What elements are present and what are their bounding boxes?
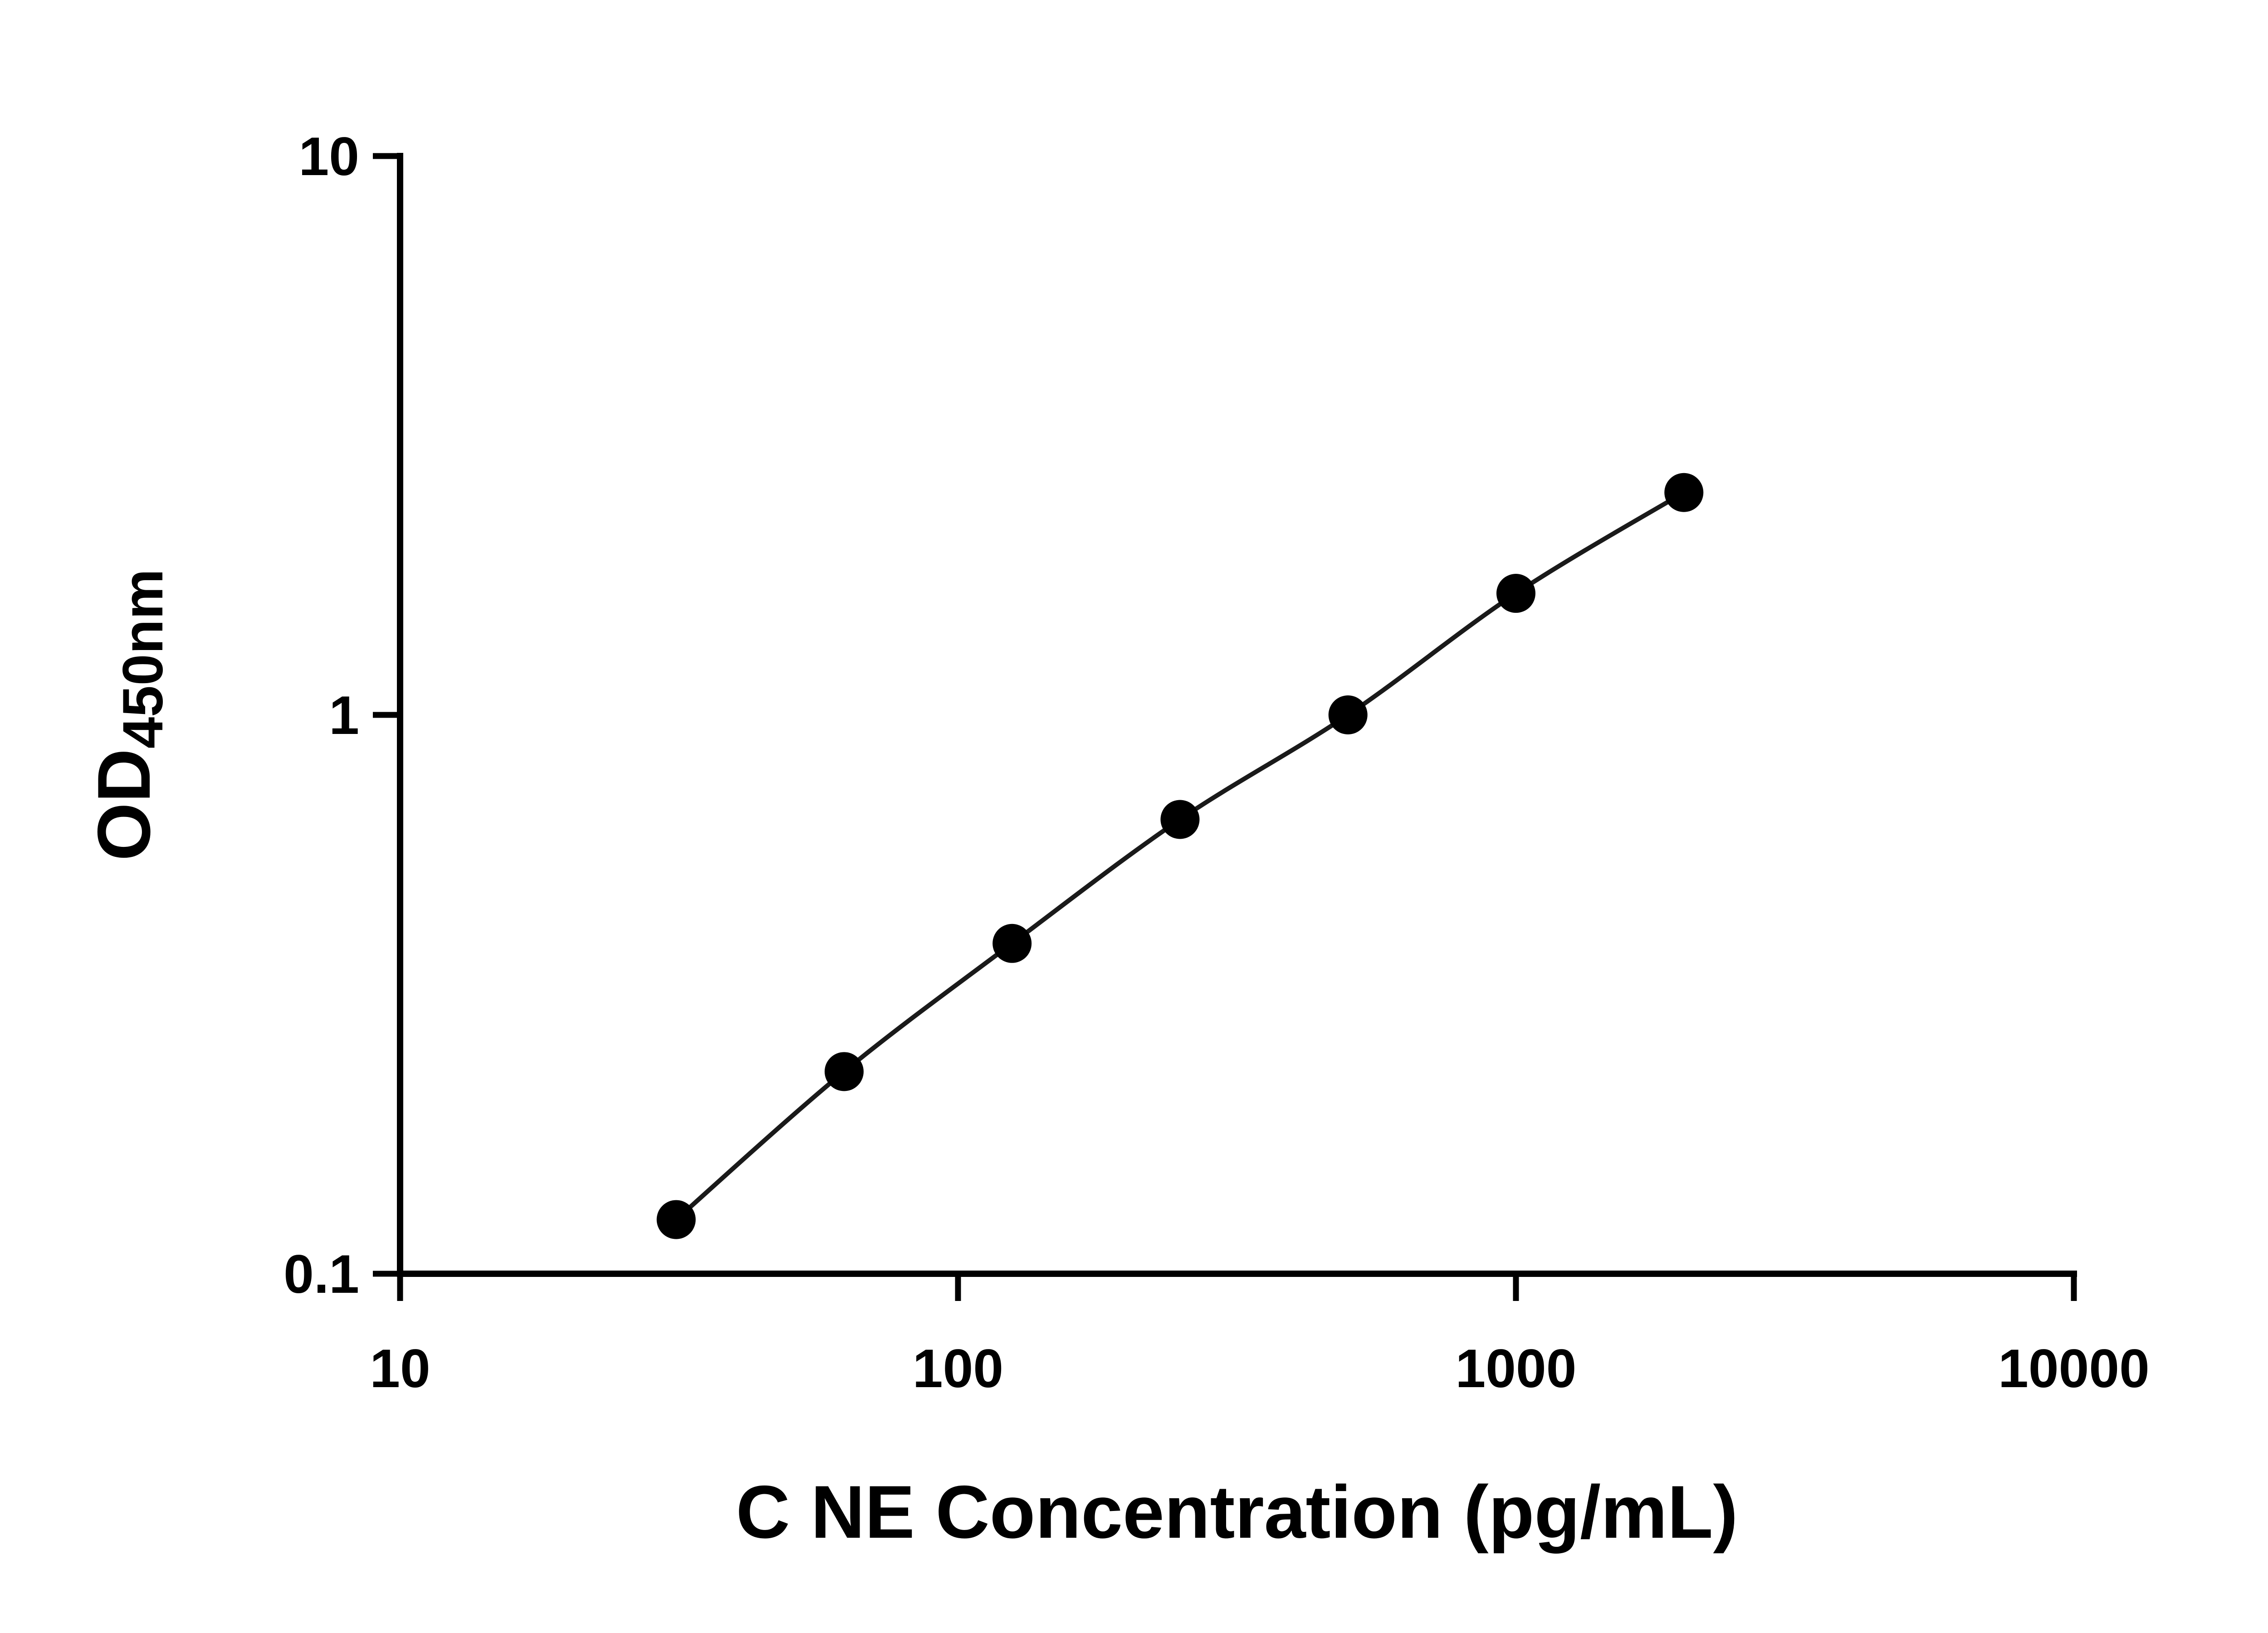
data-point — [1160, 800, 1200, 839]
data-point — [1496, 574, 1535, 613]
y-tick-label: 1 — [329, 685, 359, 746]
data-point — [656, 1200, 696, 1239]
y-tick-label: 0.1 — [284, 1244, 359, 1305]
x-axis-title: C NE Concentration (pg/mL) — [736, 1470, 1738, 1554]
data-series — [656, 473, 1704, 1239]
axis-ticks — [373, 153, 2077, 1301]
x-tick-label: 100 — [913, 1338, 1003, 1399]
x-tick-label: 1000 — [1456, 1338, 1577, 1399]
y-axis-title-main: OD — [82, 748, 166, 861]
axis-spines — [397, 153, 2077, 1277]
y-axis-title-subscript: 450nm — [112, 569, 175, 748]
y-axis-title: OD450nm — [82, 569, 175, 861]
x-tick-label: 10 — [370, 1338, 430, 1399]
data-point — [824, 1052, 864, 1091]
x-tick-label: 10000 — [1998, 1338, 2150, 1399]
data-point — [1328, 695, 1368, 734]
axes — [397, 153, 2077, 1277]
data-point — [992, 924, 1032, 963]
y-tick-label: 10 — [299, 126, 359, 187]
axis-tick-labels: 10 100 1000 10000 0.1 1 10 — [284, 126, 2150, 1399]
data-point — [1664, 473, 1704, 512]
